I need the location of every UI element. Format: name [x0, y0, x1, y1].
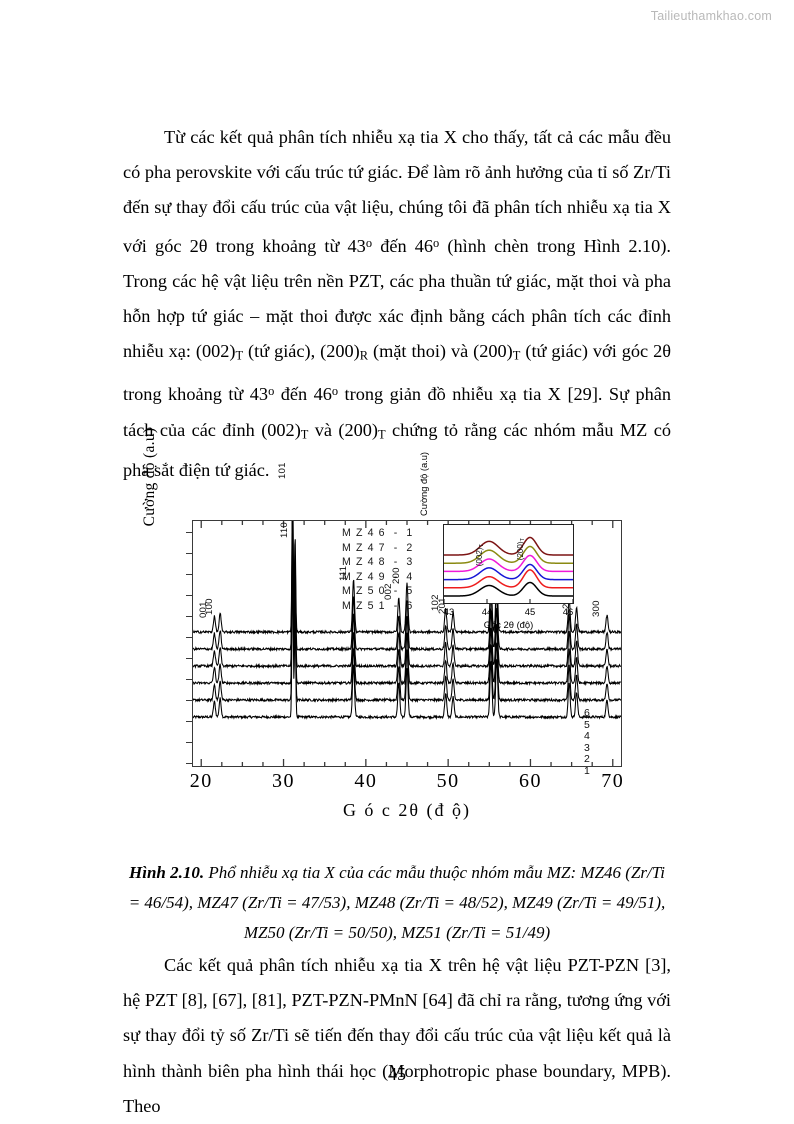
legend-item-4: M Z 5 0 - 5	[342, 585, 414, 598]
xrd-curve-3	[193, 535, 621, 687]
paragraph-1-seg-d: (tứ giác), (200)	[243, 341, 360, 362]
chart-curve-numbers: 6 5 4 3 2 1	[584, 706, 590, 778]
chart-x-tick-labels: 20 30 40 50 60 70	[189, 769, 625, 796]
curve-number-6: 6	[584, 706, 590, 719]
degree-sign-3: o	[268, 384, 275, 399]
inset-curve-3	[444, 563, 573, 581]
legend-item-1: M Z 4 7 - 2	[342, 541, 414, 554]
inset-x-tick-43: 43	[443, 605, 455, 617]
xrd-curve-5	[193, 520, 621, 653]
paragraph-1-seg-f: (tứ giác) với góc 2θ trong khoảng từ 43	[123, 341, 671, 405]
paragraph-1-seg-e: (mặt thoi) và (200)	[368, 341, 513, 362]
inset-curve-2	[444, 569, 573, 589]
curve-number-5: 5	[584, 718, 590, 731]
curve-number-3: 3	[584, 741, 590, 754]
chart-x-axis-label: G ó c 2θ (đ ộ)	[342, 799, 472, 820]
inset-x-tick-46: 46	[562, 605, 574, 617]
paragraph-1-seg-a: Từ các kết quả phân tích nhiễu xạ tia X …	[123, 127, 671, 256]
subscript-t-4: T	[378, 427, 386, 442]
x-tick-label-70: 70	[601, 769, 625, 792]
peak-label-300: 300	[591, 600, 602, 617]
page-content: Từ các kết quả phân tích nhiễu xạ tia X …	[123, 120, 671, 1124]
inset-x-tick-45: 45	[524, 605, 536, 617]
figure-container: Cường độ (a.u) M Z 4 6 - 1 M Z 4 7 - 2 M…	[123, 428, 671, 842]
legend-item-5: M Z 5 1 - 6	[342, 599, 414, 612]
curve-number-4: 4	[584, 730, 590, 743]
peak-label-100: 100	[204, 598, 216, 616]
peak-label-110: 110	[279, 521, 291, 538]
peak-label-101: 101	[276, 462, 288, 479]
inset-peak-label-002: (002)T	[474, 544, 486, 567]
paragraph-1: Từ các kết quả phân tích nhiễu xạ tia X …	[123, 120, 671, 488]
inset-curve-6	[444, 536, 573, 556]
peak-label-002: 002	[382, 583, 394, 600]
inset-curve-5	[444, 545, 573, 564]
paragraph-1-seg-c: (hình chèn trong Hình 2.10). Trong các h…	[123, 235, 671, 362]
xrd-curve-1	[193, 569, 621, 720]
inset-x-tick-44: 44	[481, 605, 493, 617]
legend-item-0: M Z 4 6 - 1	[342, 526, 414, 539]
xrd-curve-4	[193, 520, 621, 670]
paragraph-1-seg-i: và (200)	[308, 419, 379, 440]
xrd-chart: Cường độ (a.u) M Z 4 6 - 1 M Z 4 7 - 2 M…	[141, 428, 647, 842]
x-tick-label-30: 30	[272, 769, 296, 792]
inset-peak-label-200: (200)T	[515, 538, 526, 561]
chart-legend: M Z 4 6 - 1 M Z 4 7 - 2 M Z 4 8 - 3 M Z …	[342, 526, 413, 614]
page-number: 45	[388, 1064, 406, 1084]
curve-number-2: 2	[584, 753, 590, 766]
inset-curve-1	[444, 581, 573, 597]
inset-x-tick-labels: 43 44 45 46	[443, 606, 574, 620]
paragraph-1-seg-b: đến 46	[372, 235, 434, 256]
inset-x-axis-label: Góc 2θ (độ)	[483, 618, 534, 630]
chart-inset: Cường độ (a.u) (002)T (200)T 43 44 45 46 Góc…	[413, 452, 576, 635]
xrd-curve-2	[193, 552, 621, 704]
degree-sign-4: o	[331, 384, 339, 399]
x-tick-label-40: 40	[354, 769, 378, 792]
x-tick-label-50: 50	[436, 769, 460, 792]
peak-label-111: 111	[337, 566, 349, 582]
paragraph-1-seg-h: trong giản đồ nhiễu xạ tia X [29]. Sự ph…	[123, 384, 671, 440]
curve-number-1: 1	[584, 764, 590, 777]
chart-curves-svg	[193, 520, 621, 766]
paragraph-2: Các kết quả phân tích nhiễu xạ tia X trê…	[123, 954, 671, 1116]
inset-curves-svg	[444, 536, 573, 603]
chart-y-axis-ticks	[186, 520, 194, 767]
chart-y-axis-label: Cường độ (a.u)	[141, 427, 158, 527]
inset-curve-4	[444, 554, 573, 573]
x-tick-label-60: 60	[518, 769, 542, 792]
subscript-t-1: T	[235, 349, 244, 364]
legend-item-2: M Z 4 8 - 3	[342, 556, 414, 569]
figure-caption-text: Phổ nhiễu xạ tia X của các mẫu thuộc nhó…	[128, 862, 666, 942]
figure-caption: Hình 2.10. Phổ nhiễu xạ tia X của các mẫ…	[123, 858, 671, 948]
x-tick-label-20: 20	[189, 769, 213, 792]
xrd-curve-6	[193, 520, 621, 636]
inset-y-axis-label: Cường độ (a.u)	[419, 451, 429, 516]
subscript-r-1: R	[359, 349, 369, 364]
paragraph-1-seg-j: chứng tỏ rằng các nhóm mẫu MZ có pha sắt…	[123, 419, 671, 480]
subscript-t-2: T	[512, 349, 521, 364]
degree-sign-2: o	[433, 235, 440, 250]
paragraph-1-seg-g: đến 46	[274, 384, 332, 405]
watermark-text: Tailieuthamkhao.com	[650, 9, 772, 23]
inset-plot-area	[443, 523, 574, 604]
subscript-t-3: T	[300, 427, 309, 442]
legend-item-3: M Z 4 9 - 4	[342, 570, 414, 583]
degree-sign-1: o	[365, 235, 373, 250]
figure-caption-label: Hình 2.10.	[129, 862, 205, 882]
peak-label-200: 200	[391, 567, 402, 585]
